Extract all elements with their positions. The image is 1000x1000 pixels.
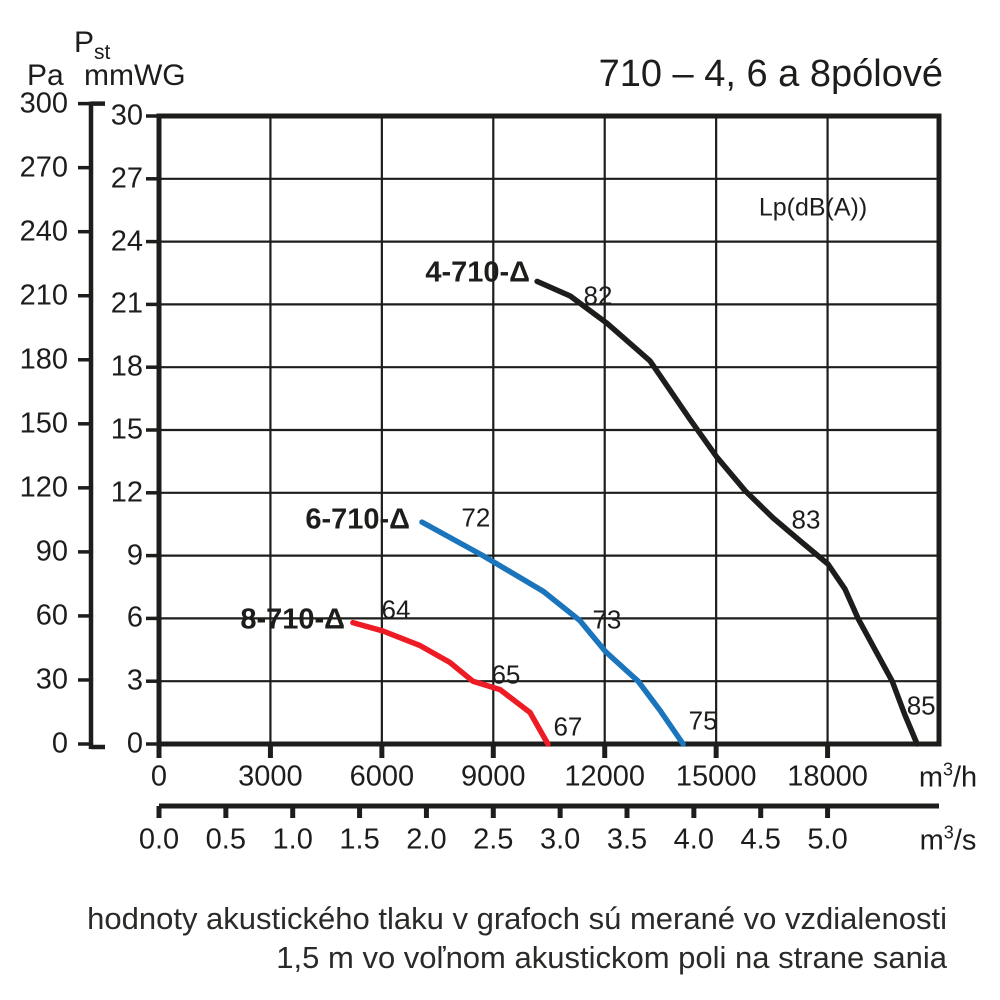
series-label-6-710: 6-710-Δ — [305, 503, 410, 536]
mmwg-axis-tick-label: 27 — [110, 162, 143, 195]
noise-level-label: 82 — [583, 280, 613, 311]
pa-axis-tick-label: 60 — [35, 599, 68, 632]
mmwg-axis-tick-label: 18 — [110, 350, 143, 383]
y-axis-secondary-unit: mmWG — [84, 59, 186, 92]
m3s-axis-tick-label: 5.0 — [807, 823, 848, 856]
pa-axis-tick-label: 300 — [19, 87, 68, 120]
m3s-axis-tick-label: 2.0 — [406, 823, 447, 856]
x-axis-unit-m3h: m3/h — [918, 759, 978, 794]
pa-axis-tick-label: 120 — [19, 471, 68, 504]
chart-title: 710 – 4, 6 a 8pólové — [598, 53, 943, 95]
pa-axis-tick-label: 90 — [35, 535, 68, 568]
noise-level-label: 67 — [553, 711, 583, 742]
pa-axis-tick-label: 0 — [51, 727, 68, 760]
x-axis-unit-m3s: m3/s — [919, 822, 977, 857]
series-label-8-710: 8-710-Δ — [240, 603, 345, 636]
x-axis-tick-label: 9000 — [461, 760, 526, 793]
noise-level-label: 85 — [906, 690, 936, 721]
sound-pressure-legend: Lp(dB(A)) — [758, 193, 868, 222]
pa-axis-tick-label: 210 — [19, 279, 68, 312]
pa-axis-tick-label: 270 — [19, 151, 68, 184]
mmwg-axis-tick-label: 9 — [126, 539, 143, 572]
mmwg-axis-tick-label: 15 — [110, 413, 143, 446]
pa-axis-tick-label: 240 — [19, 215, 68, 248]
static-pressure-symbol-base: P — [74, 26, 95, 59]
mmwg-axis-tick-label: 24 — [110, 225, 143, 258]
x-axis-tick-label: 6000 — [349, 760, 415, 793]
static-pressure-symbol-sub: st — [94, 41, 111, 64]
x-axis-tick-label: 18000 — [787, 760, 868, 793]
x-axis-tick-label: 3000 — [238, 760, 303, 793]
m3s-axis-tick-label: 0.5 — [205, 823, 247, 856]
m3s-axis-tick-label: 4.5 — [740, 823, 781, 856]
measurement-note-line1: hodnoty akustického tlaku v grafoch sú m… — [87, 901, 947, 936]
fan-curve-8-710-Δ — [350, 619, 551, 747]
x-axis-tick-label: 12000 — [564, 760, 646, 793]
pa-axis-tick-label: 150 — [19, 407, 68, 440]
m3s-axis-tick-label: 1.0 — [272, 823, 313, 856]
m3s-axis-tick-label: 3.5 — [606, 823, 648, 856]
y-axis-primary-unit: Pa — [27, 59, 64, 92]
mmwg-axis-tick-label: 3 — [126, 664, 143, 697]
m3s-axis-tick-label: 4.0 — [673, 823, 715, 856]
m3s-axis-tick-label: 2.5 — [473, 823, 514, 856]
measurement-note-line2: 1,5 m vo voľnom akustickom poli na stran… — [276, 940, 947, 975]
noise-level-label: 73 — [592, 604, 622, 635]
x-axis-tick-label: 15000 — [675, 760, 757, 793]
x-axis-tick-label: 0 — [150, 760, 168, 793]
mmwg-axis-tick-label: 21 — [110, 287, 143, 320]
noise-level-label: 83 — [791, 504, 821, 535]
noise-level-label: 64 — [381, 594, 411, 625]
static-pressure-symbol: Pst — [74, 26, 110, 65]
mmwg-axis-tick-label: 12 — [110, 476, 143, 509]
pa-axis-tick-label: 30 — [35, 663, 68, 696]
mmwg-axis-tick-label: 0 — [126, 727, 143, 760]
m3s-axis-tick-label: 0.0 — [138, 823, 180, 856]
series-label-4-710: 4-710-Δ — [425, 256, 530, 289]
noise-level-label: 65 — [491, 659, 521, 690]
measurement-note: hodnoty akustického tlaku v grafoch sú m… — [87, 899, 947, 977]
m3s-axis-tick-label: 3.0 — [539, 823, 581, 856]
pa-axis-tick-label: 180 — [19, 343, 68, 376]
mmwg-axis-tick-label: 30 — [110, 99, 143, 132]
noise-level-label: 75 — [688, 705, 718, 736]
noise-level-label: 72 — [461, 502, 491, 533]
fan-curve-4-710-Δ — [534, 278, 920, 747]
mmwg-axis-tick-label: 6 — [126, 601, 143, 634]
fan-curve-6-710-Δ — [419, 519, 686, 747]
m3s-axis-tick-label: 1.5 — [339, 823, 380, 856]
